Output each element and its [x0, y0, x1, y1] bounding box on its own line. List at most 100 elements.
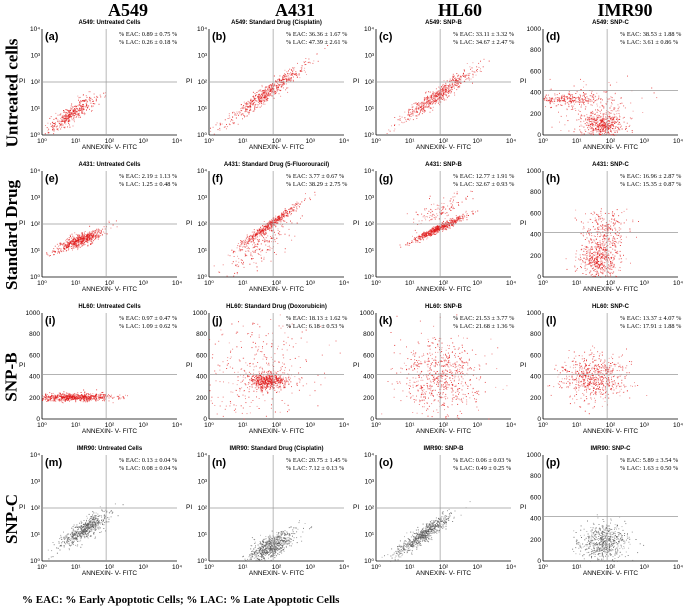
data-point — [254, 245, 256, 247]
data-point — [279, 231, 281, 233]
data-point — [252, 236, 253, 238]
y-tick-label: 1000 — [26, 310, 41, 317]
data-point — [271, 398, 273, 400]
data-point — [258, 380, 260, 381]
data-point — [253, 102, 255, 104]
data-point — [280, 533, 282, 535]
data-point — [253, 98, 255, 100]
data-point — [101, 522, 103, 524]
data-point — [74, 534, 76, 536]
data-point — [260, 384, 262, 385]
data-point — [86, 393, 87, 395]
data-point — [87, 234, 89, 236]
data-point — [69, 126, 71, 128]
data-point — [327, 45, 329, 46]
data-point — [62, 541, 64, 543]
data-point — [296, 74, 298, 76]
data-point — [273, 553, 275, 555]
data-point — [260, 381, 262, 383]
data-point — [226, 360, 228, 361]
data-point — [286, 215, 288, 217]
data-point — [99, 235, 101, 237]
data-point — [245, 254, 247, 256]
data-point — [260, 251, 262, 253]
data-point — [229, 358, 231, 359]
lac-value: % LAC: 1.25 ± 0.48 % — [119, 181, 178, 188]
data-point — [276, 372, 278, 374]
data-point — [259, 101, 261, 103]
data-point — [50, 397, 52, 399]
data-point — [111, 394, 112, 396]
data-point — [239, 111, 241, 113]
data-point — [73, 113, 75, 115]
data-point — [72, 534, 74, 535]
data-point — [288, 409, 290, 411]
data-point — [271, 241, 272, 243]
data-point — [277, 540, 279, 542]
data-point — [268, 383, 269, 385]
data-point — [102, 521, 104, 523]
data-point — [249, 558, 251, 560]
data-point — [271, 379, 273, 381]
data-point — [90, 240, 92, 242]
data-point — [69, 397, 71, 399]
data-point — [63, 248, 65, 249]
data-point — [285, 378, 287, 380]
data-point — [92, 234, 94, 235]
data-point — [106, 233, 108, 235]
data-point — [257, 374, 259, 376]
lac-value: % LAC: 1.09 ± 0.62 % — [119, 323, 178, 330]
data-point — [246, 102, 248, 104]
data-point — [80, 101, 82, 103]
data-point — [262, 377, 264, 379]
data-point — [305, 61, 307, 63]
data-point — [78, 526, 80, 528]
data-point — [79, 534, 81, 536]
data-point — [289, 359, 291, 360]
data-point — [53, 400, 55, 402]
data-point — [264, 379, 266, 381]
data-point — [257, 544, 259, 546]
data-point — [240, 110, 242, 111]
data-point — [241, 262, 242, 264]
data-point — [94, 230, 96, 232]
data-point — [88, 105, 89, 107]
data-point — [84, 534, 86, 536]
data-point — [248, 101, 250, 103]
data-point — [279, 218, 280, 220]
data-point — [75, 113, 77, 115]
panel-j: 10⁰ 10¹ 10² 10³ 10⁴ 0 200 400 600 800 1000 HL60: St… — [186, 304, 360, 446]
data-point — [269, 230, 270, 232]
data-point — [244, 116, 245, 118]
data-point — [293, 207, 295, 208]
data-point — [261, 380, 263, 382]
data-point — [261, 376, 263, 378]
data-point — [270, 540, 272, 541]
data-point — [270, 225, 272, 227]
data-point — [80, 239, 82, 241]
data-point — [280, 380, 282, 382]
data-point — [83, 112, 85, 114]
data-point — [245, 244, 247, 245]
data-point — [267, 377, 269, 379]
data-point — [281, 213, 283, 215]
data-point — [252, 240, 254, 242]
data-point — [52, 129, 54, 131]
data-point — [71, 112, 73, 114]
data-point — [254, 92, 256, 94]
data-point — [257, 350, 259, 352]
data-point — [262, 92, 264, 94]
data-point — [275, 374, 277, 376]
data-point — [273, 85, 275, 87]
data-point — [289, 326, 291, 328]
data-point — [287, 215, 289, 217]
data-point — [67, 115, 69, 117]
data-point — [60, 396, 62, 398]
data-point — [274, 83, 276, 85]
data-point — [61, 537, 63, 539]
data-point — [62, 402, 64, 404]
data-point — [261, 376, 263, 378]
data-point — [45, 396, 47, 398]
data-point — [260, 377, 262, 379]
